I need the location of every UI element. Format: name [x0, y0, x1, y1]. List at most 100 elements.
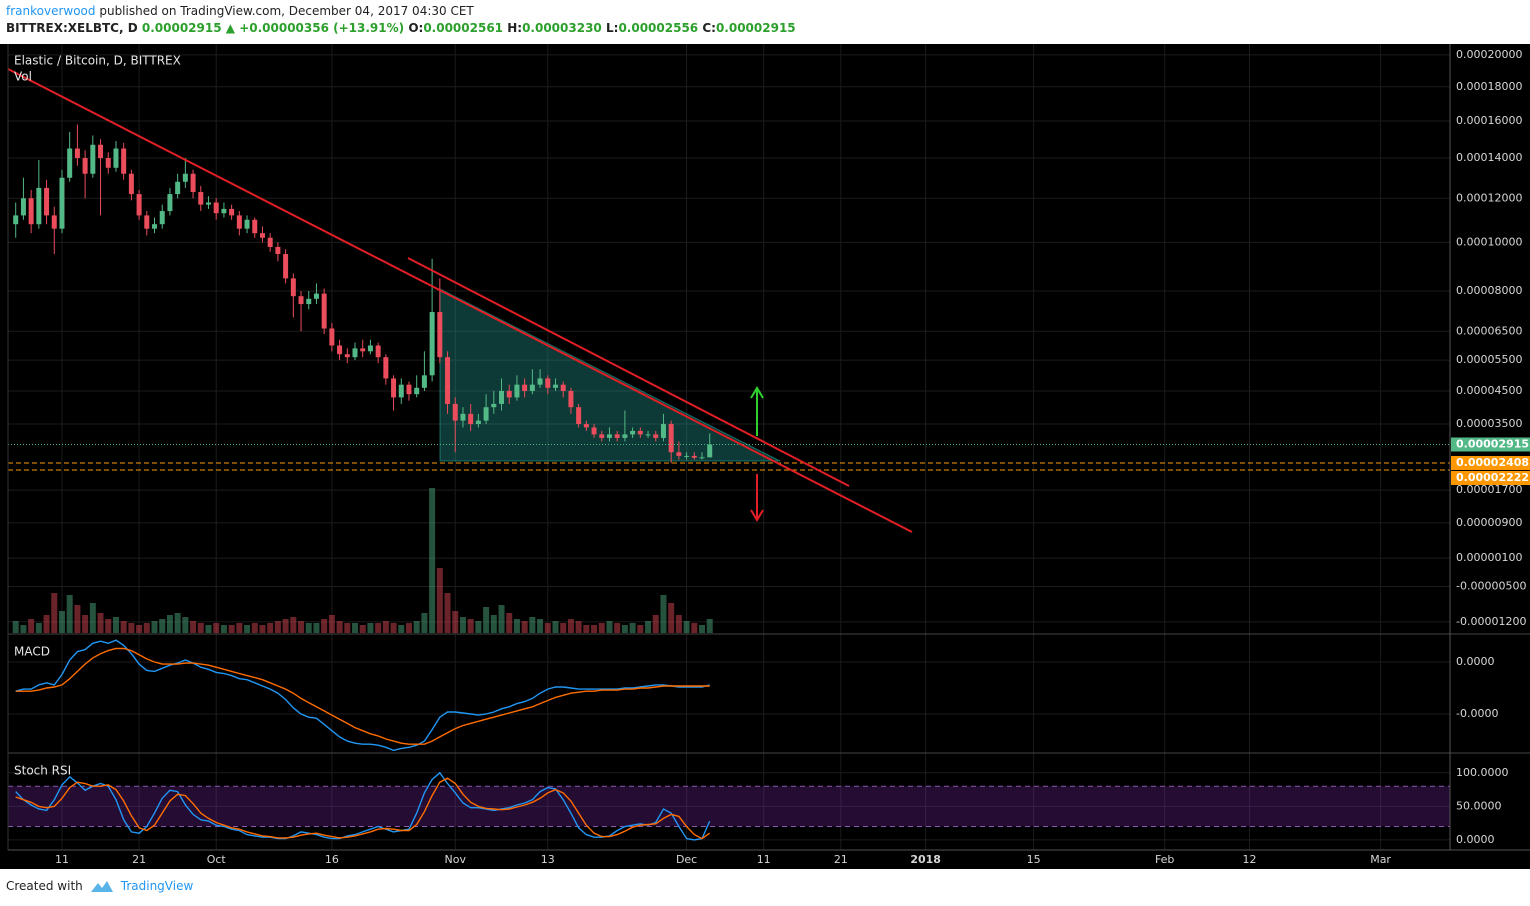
volume-bar [652, 615, 659, 633]
c-value: 0.00002915 [715, 21, 796, 35]
candle-body [213, 202, 219, 214]
candle-body [337, 345, 343, 355]
candle-body [537, 378, 543, 385]
y-tick-label: 0.00020000 [1456, 48, 1522, 61]
volume-bar [220, 625, 227, 633]
candle-body [483, 407, 489, 421]
volume-bar [691, 623, 698, 633]
candle-body [205, 202, 211, 205]
y-tick-label: 0.00001700 [1456, 483, 1522, 496]
candle-body [383, 357, 389, 379]
candle-body [329, 328, 335, 346]
volume-bar [498, 605, 505, 633]
author[interactable]: frankoverwood [6, 4, 96, 18]
volume-bar [529, 617, 536, 633]
y-tick-label: 0.00014000 [1456, 151, 1522, 164]
candle-body [190, 173, 196, 193]
volume-bar [521, 621, 528, 633]
candle-body [259, 233, 265, 238]
brand-logo [90, 881, 113, 892]
volume-bar [375, 623, 382, 633]
candle-body [421, 375, 427, 388]
candle-body [699, 457, 705, 459]
x-tick-label: Mar [1370, 853, 1391, 866]
candle-body [491, 403, 497, 408]
footer: Created with TradingView [6, 879, 193, 893]
candle-body [67, 148, 73, 178]
candle-body [167, 194, 173, 212]
candle-body [707, 444, 713, 458]
candle-body [44, 187, 50, 216]
volume-bar [120, 621, 127, 633]
candle-body [576, 407, 582, 425]
candle-body [306, 298, 312, 305]
candle-body [637, 430, 643, 435]
volume-bar [105, 619, 112, 633]
x-tick-label: 13 [541, 853, 555, 866]
candle-body [545, 378, 551, 388]
candle-body [506, 390, 512, 398]
candle-body [20, 198, 26, 216]
x-tick-label: Oct [207, 853, 227, 866]
volume-bar [166, 615, 173, 633]
volume-bar [614, 623, 621, 633]
candle-body [391, 378, 397, 398]
candle-body [360, 348, 366, 352]
volume-bar [537, 619, 544, 633]
candle-body [90, 144, 96, 174]
candle-body [668, 424, 674, 453]
candle-body [221, 208, 227, 214]
y-tick-label: 0.00004500 [1456, 384, 1522, 397]
volume-bar [475, 621, 482, 633]
volume-bar [43, 615, 50, 633]
grid [8, 44, 1450, 850]
brand[interactable]: TradingView [120, 879, 194, 893]
volume-bar [251, 623, 258, 633]
macd-title: MACD [14, 645, 50, 659]
h-label: H: [507, 21, 523, 35]
y-tick-label: 0.00008000 [1456, 284, 1522, 297]
candle-body [159, 211, 165, 225]
volume-bar [344, 623, 351, 633]
candle-body [475, 420, 481, 425]
volume-bar [506, 613, 513, 633]
volume-bar [444, 593, 451, 633]
volume-bar [637, 625, 644, 633]
volume-bar [382, 621, 389, 633]
volume-bar [483, 607, 490, 633]
volume-bar [544, 623, 551, 633]
volume-bar [259, 625, 266, 633]
y-tick-label: 0.00006500 [1456, 324, 1522, 337]
y-tick-label: -0.00000500 [1456, 579, 1526, 592]
x-tick-label: 21 [834, 853, 848, 866]
y-tick-label: 0.00016000 [1456, 114, 1522, 127]
volume-bar [645, 621, 652, 633]
marks [8, 124, 1450, 841]
trend-line [7, 68, 913, 533]
candle-body [59, 177, 65, 229]
candle-body [36, 187, 42, 225]
candle-body [344, 354, 350, 358]
volume-bar [244, 625, 251, 633]
l-label: L: [605, 21, 619, 35]
up-arrow [750, 386, 764, 436]
volume-bar [567, 619, 574, 633]
price-label: 0.00002915 [1456, 437, 1529, 450]
c-label: C: [702, 21, 716, 35]
volume-bar [89, 603, 96, 633]
x-tick-label: 16 [325, 853, 339, 866]
y-tick-label: 0.00000900 [1456, 516, 1522, 529]
volume-bar [490, 615, 497, 633]
volume-bar [598, 623, 605, 633]
y-tick-label: 50.0000 [1456, 799, 1502, 812]
candle-body [313, 293, 319, 299]
price-label: 0.00002408 [1456, 456, 1529, 469]
volume-bar [459, 617, 466, 633]
x-tick-label: 12 [1243, 853, 1257, 866]
volume-bar [51, 593, 58, 633]
candle-body [321, 293, 327, 329]
volume-bar [213, 623, 220, 633]
volume-bar [583, 625, 590, 633]
volume-bar [683, 621, 690, 633]
volume-bar [97, 613, 104, 633]
